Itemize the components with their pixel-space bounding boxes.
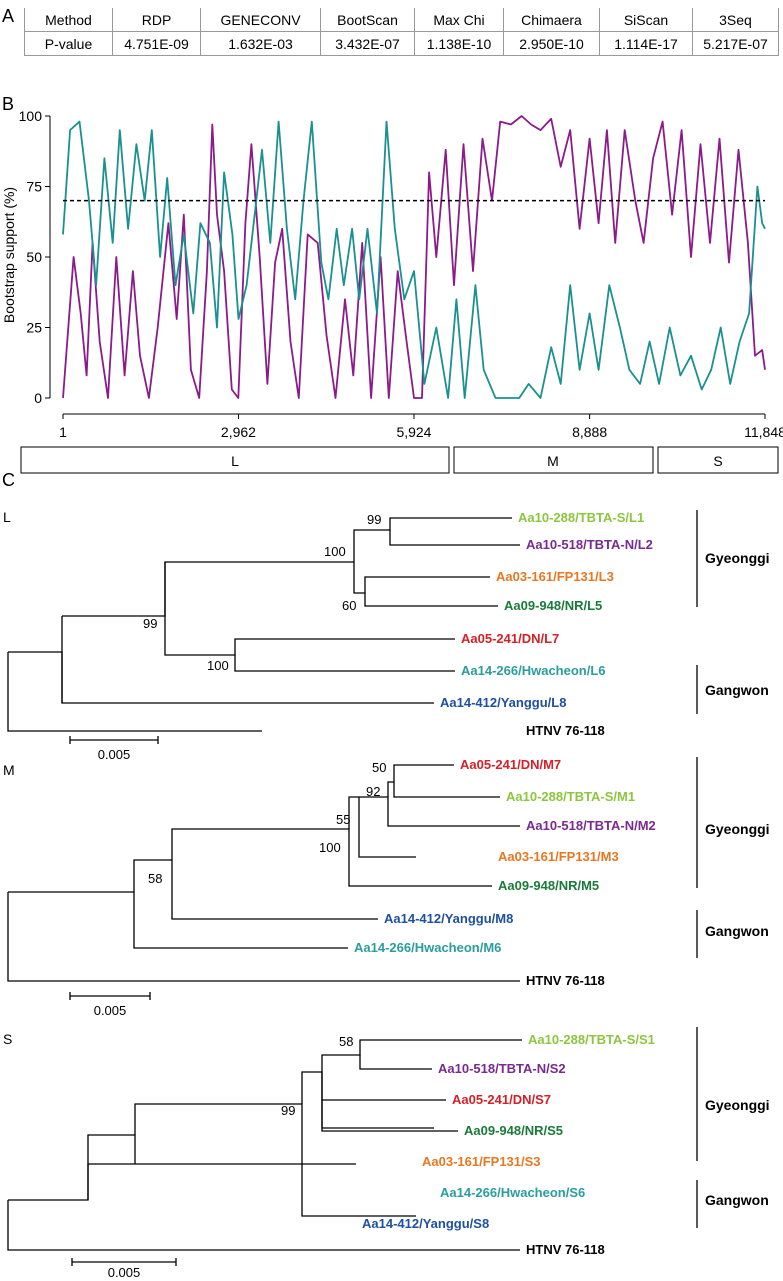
tree-leaf-label: Aa10-518/TBTA-N/M2 (526, 818, 656, 833)
y-tick-label: 75 (26, 179, 42, 195)
tree-label-l: L (3, 509, 11, 525)
tree-leaf-label: Aa14-412/Yanggu/M8 (384, 911, 513, 926)
tree-leaf-label: HTNV 76-118 (526, 973, 605, 988)
tree-leaf-label: Aa03-161/FP131/S3 (422, 1154, 541, 1169)
series-line-teal (62, 120, 766, 399)
table-cell: 1.138E-10 (414, 31, 504, 56)
panel-label-a: A (2, 6, 15, 26)
scale-bar (69, 736, 159, 744)
group-label-gyeonggi: Gyeonggi (705, 1097, 770, 1113)
table-cell: 1.114E-17 (599, 31, 693, 56)
tree-leaf-label: Aa10-518/TBTA-N/L2 (526, 537, 653, 552)
bootstrap-value: 58 (148, 871, 162, 886)
table-header-row: Method RDP GENECONV BootScan Max Chi Chi… (24, 8, 779, 32)
tree-l (7, 517, 520, 732)
tree-leaf-label: Aa09-948/NR/M5 (498, 878, 599, 893)
bootstrap-value: 99 (367, 512, 381, 527)
scale-bar-label: 0.005 (94, 1003, 127, 1018)
table-row: P-value 4.751E-09 1.632E-03 3.432E-07 1.… (24, 31, 779, 56)
bootstrap-value: 100 (324, 544, 346, 559)
bootstrap-value: 100 (319, 840, 341, 855)
group-label-gyeonggi: Gyeonggi (705, 821, 770, 837)
bootstrap-value: 99 (281, 1103, 295, 1118)
tree-leaf-label: Aa09-948/NR/L5 (504, 598, 602, 613)
scale-bar (69, 992, 151, 1000)
tree-m (7, 764, 520, 982)
group-label-gangwon: Gangwon (705, 1192, 769, 1208)
table-header-cell: 3Seq (692, 8, 779, 32)
tree-leaf-label: Aa05-241/DN/M7 (460, 757, 561, 772)
table-cell: 2.950E-10 (503, 31, 600, 56)
y-tick-label: 25 (26, 320, 42, 336)
x-tick-label: 8,888 (572, 424, 607, 440)
y-tick-label: 50 (26, 249, 42, 265)
tree-leaf-label: Aa14-266/Hwacheon/L6 (461, 663, 606, 678)
bootstrap-value: 58 (339, 1034, 353, 1049)
tree-leaf-label: Aa10-288/TBTA-S/L1 (518, 510, 644, 525)
segment-box-s (657, 446, 779, 474)
tree-leaf-label: Aa10-288/TBTA-S/M1 (506, 789, 635, 804)
tree-leaf-label: Aa05-241/DN/L7 (461, 631, 559, 646)
segment-box-l (20, 446, 450, 474)
table-header-cell: BootScan (320, 8, 415, 32)
tree-leaf-label: Aa03-161/FP131/L3 (496, 569, 614, 584)
group-label-gyeonggi: Gyeonggi (705, 550, 770, 566)
segment-box-m (453, 446, 654, 474)
tree-leaf-label: Aa14-412/Yanggu/L8 (440, 695, 566, 710)
tree-leaf-label: Aa03-161/FP131/M3 (498, 849, 619, 864)
table-cell: 4.751E-09 (112, 31, 201, 56)
table-cell: 3.432E-07 (320, 31, 415, 56)
tree-leaf-label: Aa05-241/DN/S7 (452, 1092, 551, 1107)
table-header-cell: Method (24, 8, 113, 32)
table-header-cell: Max Chi (414, 8, 504, 32)
table-header-cell: Chimaera (503, 8, 600, 32)
x-tick-label: 1 (59, 424, 67, 440)
tree-label-s: S (3, 1031, 12, 1047)
bootstrap-value: 55 (336, 812, 350, 827)
bootscan-chart: Bootstrap support (%) 0 25 50 75 100 1 2,962 5… (1, 108, 783, 474)
segment-label-m: M (547, 453, 559, 469)
tree-leaf-label: HTNV 76-118 (526, 1242, 605, 1257)
segment-label-l: L (231, 453, 239, 469)
table-cell: 1.632E-03 (200, 31, 321, 56)
series-line-purple (62, 115, 766, 399)
x-tick-label: 5,924 (396, 424, 431, 440)
bootstrap-value: 60 (342, 598, 356, 613)
x-tick-label: 11,848 (744, 424, 783, 440)
tree-leaf-label: Aa09-948/NR/S5 (464, 1123, 563, 1138)
y-tick-label: 100 (19, 108, 43, 124)
segment-label-s: S (713, 453, 722, 469)
group-label-gangwon: Gangwon (705, 923, 769, 939)
tree-label-m: M (3, 762, 15, 778)
table-cell: 5.217E-07 (692, 31, 779, 56)
tree-leaf-label: Aa14-266/Hwacheon/M6 (354, 940, 501, 955)
phylogenetic-trees: L Aa10-288/TBTA-S/L1 Aa10-518/TBTA-N/L2 … (3, 509, 770, 1280)
scale-bar-label: 0.005 (98, 747, 131, 762)
group-label-gangwon: Gangwon (705, 682, 769, 698)
tree-leaf-label: Aa14-266/Hwacheon/S6 (440, 1185, 585, 1200)
tree-leaf-label: Aa14-412/Yanggu/S8 (362, 1216, 489, 1231)
tree-leaf-label: Aa10-518/TBTA-N/S2 (438, 1061, 566, 1076)
bootstrap-value: 50 (372, 760, 386, 775)
panel-label-b: B (2, 94, 15, 114)
tree-s (7, 1039, 522, 1251)
y-axis-label: Bootstrap support (%) (1, 187, 17, 323)
scale-bar-label: 0.005 (108, 1265, 141, 1280)
table-header-cell: GENECONV (200, 8, 321, 32)
bootstrap-value: 99 (143, 616, 157, 631)
table-header-cell: SiScan (599, 8, 693, 32)
bootstrap-value: 92 (366, 784, 380, 799)
table-cell: P-value (24, 31, 113, 56)
tree-leaf-label: HTNV 76-118 (526, 723, 605, 738)
panel-label-c: C (2, 470, 15, 490)
tree-leaf-label: Aa10-288/TBTA-S/S1 (528, 1032, 655, 1047)
scale-bar (71, 1258, 177, 1266)
y-tick-label: 0 (34, 390, 42, 406)
recombination-table: Method RDP GENECONV BootScan Max Chi Chi… (24, 8, 779, 56)
bootstrap-value: 100 (207, 658, 229, 673)
table-header-cell: RDP (112, 8, 201, 32)
x-tick-label: 2,962 (221, 424, 256, 440)
